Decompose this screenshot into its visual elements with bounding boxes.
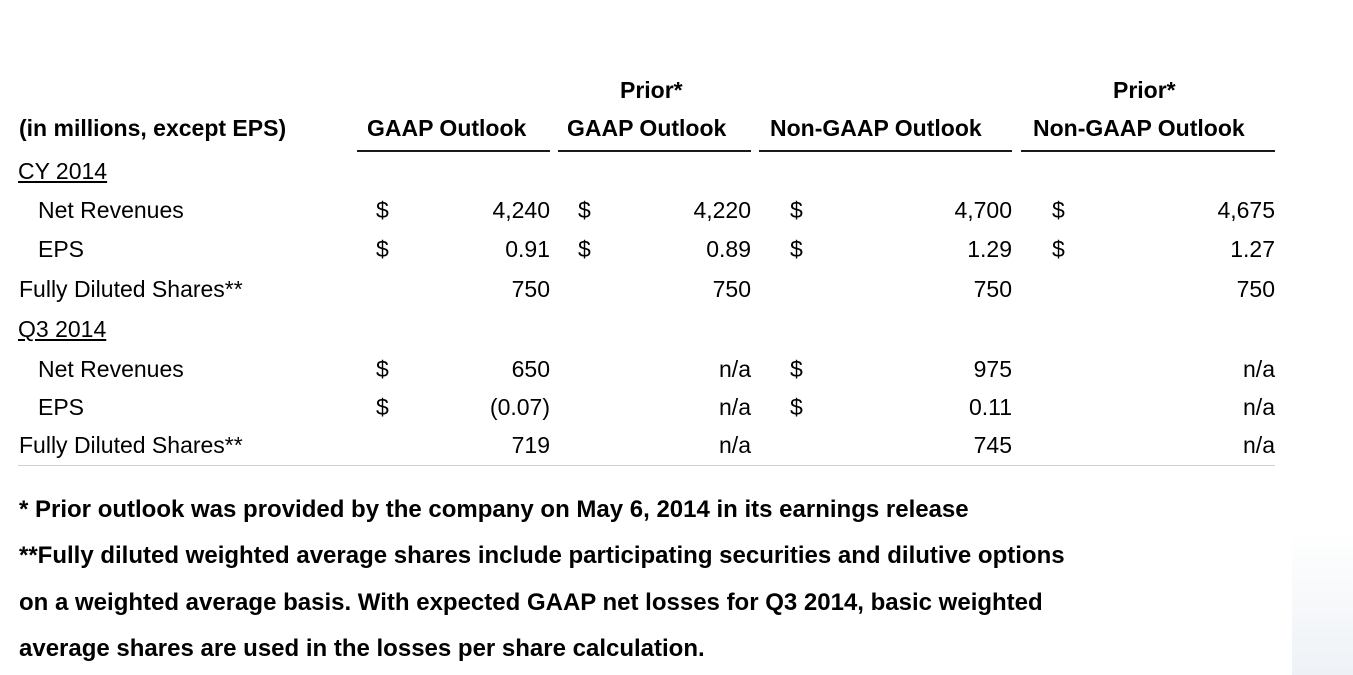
currency-symbol: $ [376,197,389,223]
cell-value: 745 [973,432,1012,458]
column-header-prior-gaap-outlook: GAAP Outlook [567,115,727,141]
currency-symbol: $ [376,356,389,382]
currency-symbol: $ [578,236,591,262]
background-fade [1292,530,1353,675]
currency-symbol: $ [790,394,803,420]
currency-symbol: $ [376,236,389,262]
cell-value: 719 [511,432,550,458]
section-title-q32014: Q3 2014 [18,316,107,342]
currency-symbol: $ [790,356,803,382]
cell-value: 750 [712,276,751,302]
header-rule [357,150,550,152]
row-label: EPS [38,236,85,262]
cell-value: 650 [511,356,550,382]
cell-value: 4,700 [954,197,1012,223]
column-header-prior-nongaap-outlook: Non-GAAP Outlook [1033,115,1245,141]
footnote-shares-line: average shares are used in the losses pe… [19,635,705,662]
row-label: Net Revenues [38,197,184,223]
cell-value: n/a [719,356,751,382]
cell-value: 1.27 [1230,236,1275,262]
footnote-prior-outlook: * Prior outlook was provided by the comp… [19,496,969,523]
row-label: Net Revenues [38,356,184,382]
prior-label-nongaap: Prior* [1113,77,1176,103]
cell-value: 0.89 [706,236,751,262]
currency-symbol: $ [790,236,803,262]
footnote-shares-line: on a weighted average basis. With expect… [19,589,1043,616]
row-label: EPS [38,394,85,420]
cell-value: 975 [973,356,1012,382]
row-label: Fully Diluted Shares** [19,432,243,458]
cell-value: 750 [1236,276,1275,302]
cell-value: 750 [511,276,550,302]
cell-value: n/a [719,432,751,458]
currency-symbol: $ [376,394,389,420]
cell-value: (0.07) [489,394,550,420]
column-header-gaap-outlook: GAAP Outlook [367,115,527,141]
header-rule [759,150,1012,152]
cell-value: 4,220 [693,197,751,223]
cell-value: 4,675 [1217,197,1275,223]
table-bottom-rule [18,465,1275,466]
cell-value: 1.29 [967,236,1012,262]
column-header-nongaap-outlook: Non-GAAP Outlook [770,115,982,141]
currency-symbol: $ [578,197,591,223]
cell-value: n/a [1243,356,1275,382]
cell-value: 0.11 [968,394,1012,420]
header-rule [558,150,751,152]
header-rule [1021,150,1275,152]
currency-symbol: $ [1052,197,1065,223]
prior-label-gaap: Prior* [620,77,683,103]
currency-symbol: $ [790,197,803,223]
cell-value: n/a [719,394,751,420]
currency-symbol: $ [1052,236,1065,262]
footnote-shares-line: **Fully diluted weighted average shares … [19,542,1065,569]
section-title-cy2014: CY 2014 [18,158,108,184]
cell-value: 750 [973,276,1012,302]
cell-value: n/a [1243,432,1275,458]
cell-value: n/a [1243,394,1275,420]
cell-value: 4,240 [492,197,550,223]
units-label: (in millions, except EPS) [19,115,287,141]
cell-value: 0.91 [505,236,550,262]
row-label: Fully Diluted Shares** [19,276,243,302]
